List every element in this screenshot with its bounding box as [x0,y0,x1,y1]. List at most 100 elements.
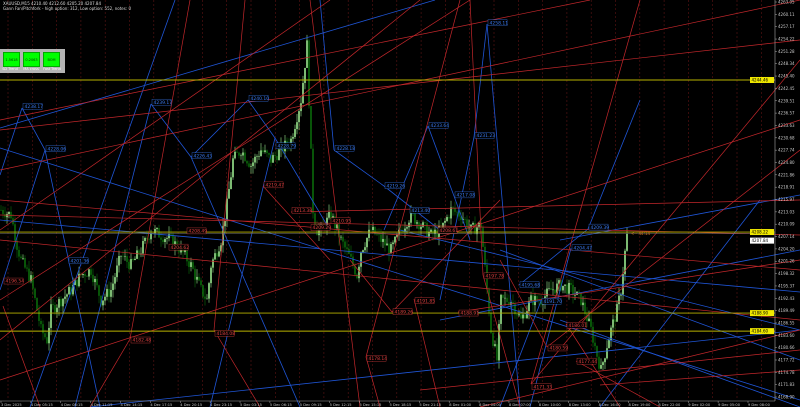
panel-button-3[interactable]: BOM [43,52,60,67]
candle-body [584,302,586,314]
red-annotation-label: 4177.44 [579,359,598,365]
blue-trend-line [453,195,471,241]
time-tick-label: 5 Dec 18:15 [389,403,411,407]
time-tick-label: 9 Dec 05:00 [718,403,741,407]
red-trend-line [0,0,331,231]
candle-body [202,285,204,297]
time-tick-label: 8 Dec 22:00 [658,403,681,407]
red-trend-line [530,0,641,385]
candle-body [456,211,458,213]
red-trend-line [2,305,41,407]
candle-body [430,229,432,233]
blue-annotation-box [428,122,449,129]
price-marker [750,76,774,83]
blue-annotation-label: 4209.39 [591,225,610,231]
candle-body [366,237,368,248]
candle-body [604,358,606,363]
blue-annotation-box [334,145,355,152]
candle-body [238,152,240,156]
candle-body [46,337,48,344]
candle-body [558,280,560,284]
red-trend-line [499,259,548,348]
candle-body [232,158,234,178]
blue-annotation-box [541,298,562,305]
candle-body [572,284,574,296]
candle-body [22,258,24,259]
blue-trend-line [89,329,800,407]
candle-body [378,234,380,235]
indicator-info: Gann Fan/Pitchfork - high option: 312, L… [3,6,131,11]
candle-body [94,278,96,283]
candle-body [200,280,202,286]
time-tick-label: 8 Dec 10:00 [539,403,562,407]
blue-annotation-label: 4238.17 [25,104,44,110]
candle-body [472,223,474,225]
level-lines[interactable] [0,79,775,332]
price-tick-label: 4204.20 [778,246,795,251]
candle-body [300,103,302,112]
red-trend-line [413,298,441,407]
candle-body [214,253,216,260]
blue-annotation-box [487,19,508,26]
price-axis[interactable]: 4263.05 4260.11 4257.17 4254.22 4251.28 4248.… [774,0,795,401]
candle-body [442,222,444,228]
candle-body [58,299,60,308]
candle-body [516,314,518,316]
red-annotation-box [310,224,331,231]
price-tick-label: 4201.26 [778,259,795,264]
price-tick-label: 4233.63 [778,123,795,128]
red-trend-line [479,329,800,407]
candle-body [476,227,478,235]
blue-trend-line [473,23,488,138]
blue-trend-line [190,99,249,158]
price-tick-label: 4183.60 [778,333,795,338]
candle-body [620,294,622,296]
time-axis[interactable]: 3 Dec 2025 4 Dec 05:15 4 Dec 08:15 4 Dec 11… [0,400,775,407]
candle-body [422,222,424,227]
red-annotation-label: 4204.62 [171,245,190,251]
candle-body [358,266,360,279]
candle-body [386,243,388,246]
candle-body [340,236,342,238]
indicator-panel: 1.5618 SD Trend 0.2063 MA cross BOM Fast… [0,49,65,73]
candle-body [346,247,348,250]
candle-body [142,241,144,254]
candle-body [532,295,534,306]
panel-button-2[interactable]: 0.2063 [23,52,40,67]
candle-body [268,153,270,155]
red-trend-line [129,0,191,340]
candle-body [198,276,200,281]
candle-body [330,212,332,220]
blue-annotation-box [474,132,495,139]
candle-body [464,219,466,220]
blue-trend-line [587,99,641,230]
price-tick-label: 4215.97 [778,197,795,202]
blue-annotation-box [151,98,172,106]
red-annotation-label: 4213.38 [294,208,313,214]
panel-button-1[interactable]: 1.5618 [3,52,20,67]
candle-body [92,274,94,283]
candle-body [250,166,252,167]
candle-body [518,314,520,316]
blue-annotation-label: 4191.70 [544,299,563,305]
candle-body [328,212,330,218]
candle-body [578,291,580,293]
candle-body [48,327,50,344]
candle-body [488,289,490,314]
red-trend-line [482,274,521,407]
candle-body [548,288,550,289]
blue-annotation-box [22,103,43,110]
candle-body [272,155,274,163]
red-annotation-label: 4189.26 [395,309,414,315]
candle-body [618,295,620,305]
red-annotation-box [168,243,189,251]
candle-body [60,299,62,307]
candle-body [382,238,384,242]
candle-body [234,151,236,159]
blue-annotation-label: 4213.40 [412,208,431,214]
time-tick-label: 4 Dec 17:15 [150,403,172,407]
panel-caption-3: Fast Trend [43,67,61,71]
